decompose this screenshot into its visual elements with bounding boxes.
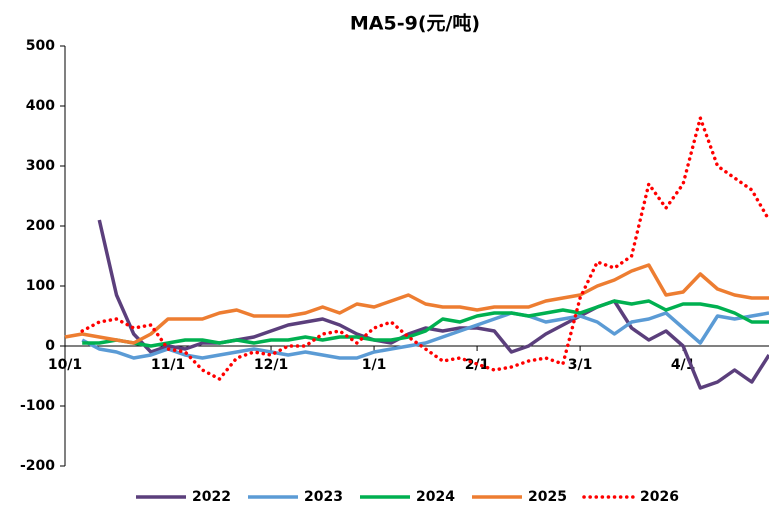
y-tick-label: -200 — [20, 458, 55, 474]
y-tick-label: 100 — [26, 278, 55, 294]
legend-label: 2026 — [640, 489, 679, 505]
x-tick-label: 11/1 — [151, 357, 185, 373]
line-series — [64, 263, 769, 345]
x-tick-label: 1/1 — [362, 357, 387, 373]
y-tick-label: 0 — [45, 338, 55, 354]
y-tick-label: 200 — [26, 218, 55, 234]
line-series — [82, 299, 769, 348]
x-tick-label: 10/1 — [48, 357, 82, 373]
y-tick-label: 300 — [26, 158, 55, 174]
line-series — [81, 311, 769, 360]
legend-label: 2025 — [528, 489, 567, 505]
legend-label: 2024 — [416, 489, 455, 505]
x-tick-label: 12/1 — [254, 357, 288, 373]
chart-title: MA5-9(元/吨) — [350, 12, 480, 35]
legend-label: 2023 — [304, 489, 343, 505]
x-tick-label: 3/1 — [568, 357, 593, 373]
line-series — [80, 116, 769, 381]
legend-label: 2022 — [192, 489, 231, 505]
y-tick-label: 400 — [26, 98, 55, 114]
y-tick-label: 500 — [26, 38, 55, 54]
y-tick-label: -100 — [20, 398, 55, 414]
